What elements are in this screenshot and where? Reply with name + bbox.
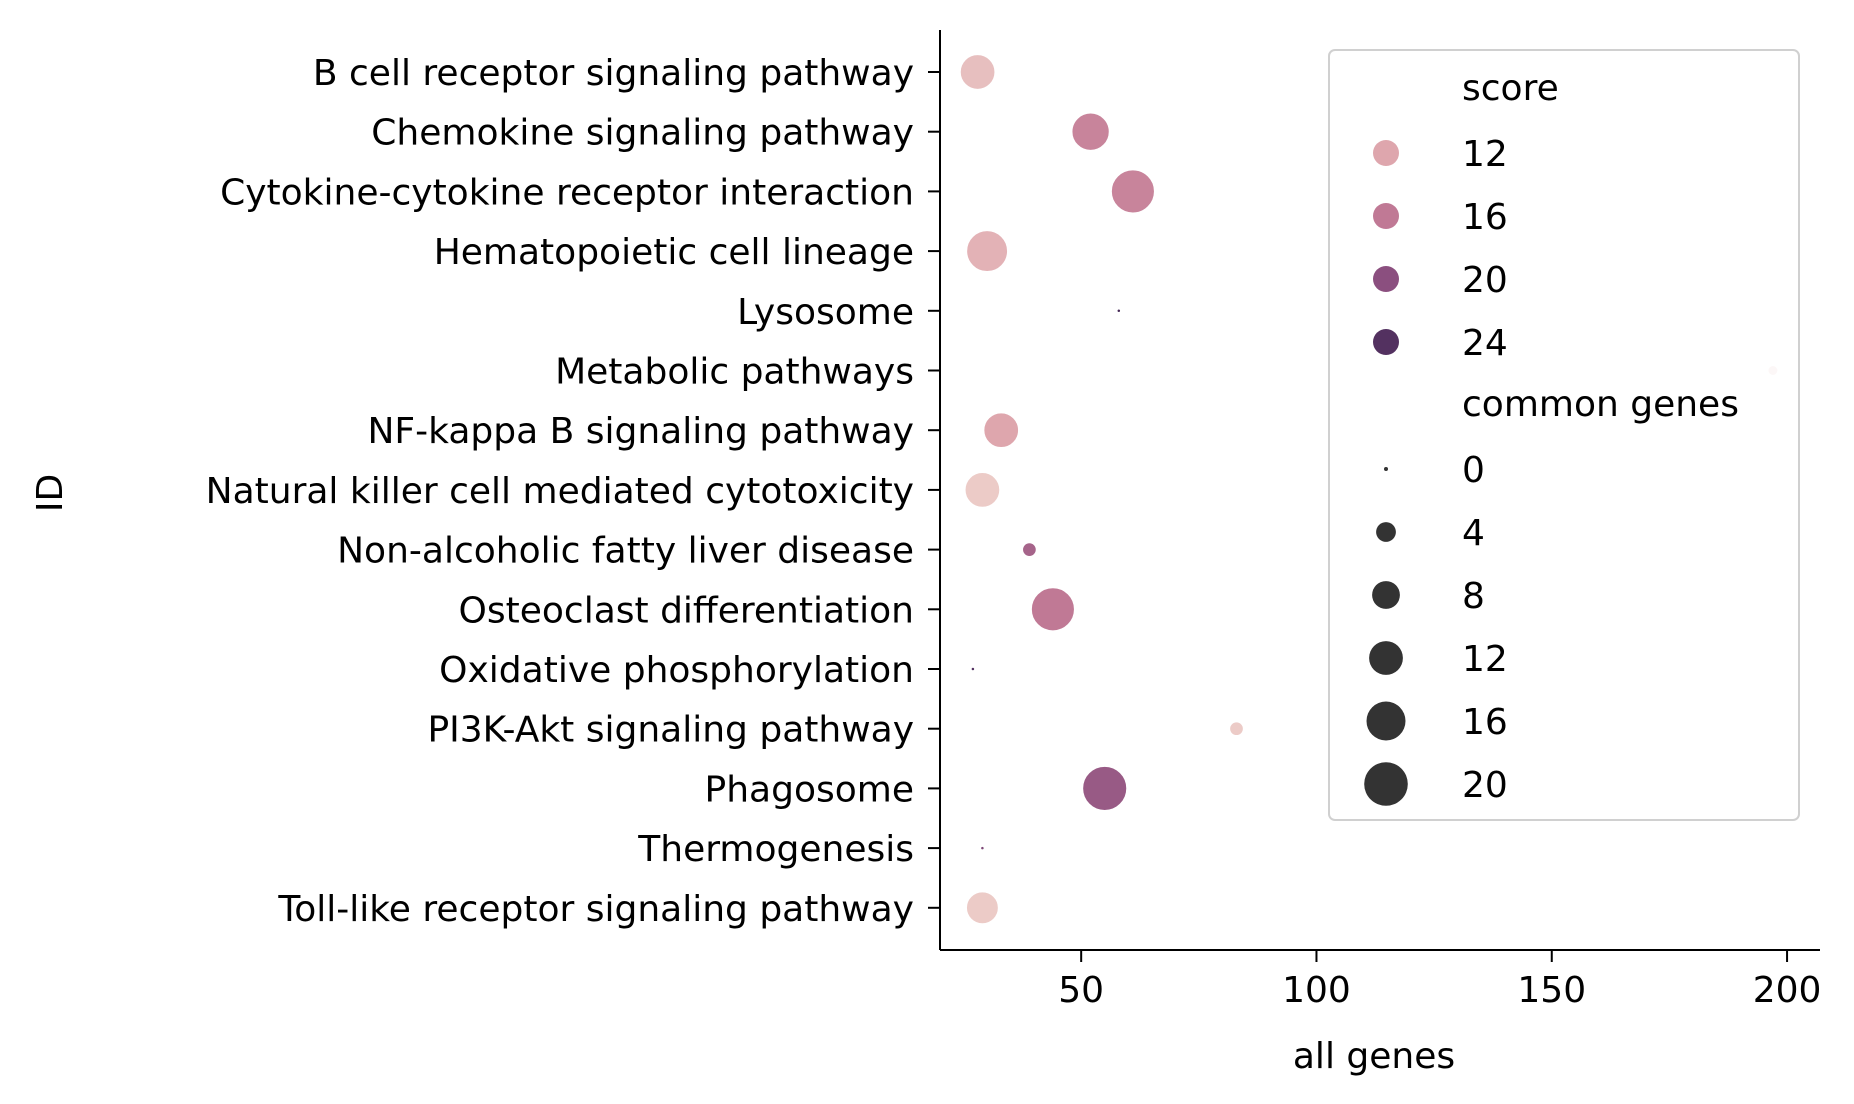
data-point bbox=[965, 890, 1000, 925]
data-point bbox=[1110, 168, 1156, 214]
data-point bbox=[1228, 720, 1245, 737]
legend-size-label: 0 bbox=[1462, 450, 1485, 491]
legend-size-label: 8 bbox=[1462, 576, 1485, 617]
data-point bbox=[1070, 112, 1111, 152]
legend-size-marker bbox=[1366, 701, 1406, 741]
legend-score-label: 16 bbox=[1462, 197, 1508, 238]
legend-score-marker bbox=[1373, 203, 1399, 229]
legend-score-label: 12 bbox=[1462, 134, 1508, 175]
legend-size-marker bbox=[1364, 762, 1408, 806]
y-tick-label: Natural killer cell mediated cytotoxicit… bbox=[206, 471, 914, 512]
data-point bbox=[964, 471, 1001, 509]
y-tick-label: Hematopoietic cell lineage bbox=[434, 232, 914, 273]
x-axis-label: all genes bbox=[1293, 1036, 1455, 1077]
legend-score-marker bbox=[1373, 329, 1399, 355]
legend-size-label: 12 bbox=[1462, 639, 1508, 680]
y-axis-label: ID bbox=[30, 474, 71, 512]
legend-size-marker bbox=[1372, 581, 1400, 609]
legend: score 12 16 20 24 common genes 0 4 8 12 16 20 bbox=[1328, 49, 1800, 821]
x-tick-label: 100 bbox=[1282, 970, 1351, 1011]
y-tick-label: PI3K-Akt signaling pathway bbox=[427, 710, 914, 751]
data-point bbox=[979, 845, 986, 851]
legend-score-label: 24 bbox=[1462, 323, 1508, 364]
data-point bbox=[982, 411, 1020, 449]
legend-size-marker bbox=[1376, 522, 1396, 542]
data-point bbox=[1116, 308, 1122, 314]
y-tick-label: NF-kappa B signaling pathway bbox=[367, 411, 914, 452]
y-tick-label: Metabolic pathways bbox=[555, 352, 914, 393]
y-tick-label: Osteoclast differentiation bbox=[459, 590, 914, 631]
legend-size-title: common genes bbox=[1462, 384, 1739, 425]
y-tick-label: Cytokine-cytokine receptor interaction bbox=[220, 172, 914, 213]
y-tick-label: Toll-like receptor signaling pathway bbox=[277, 889, 914, 930]
y-tick-label: Lysosome bbox=[737, 292, 914, 333]
legend-size-marker bbox=[1369, 641, 1403, 675]
x-tick-label: 200 bbox=[1753, 970, 1822, 1011]
data-points bbox=[959, 53, 1779, 925]
x-tick-group: 50 100 150 200 bbox=[1058, 950, 1821, 1011]
y-tick-label: Oxidative phosphorylation bbox=[439, 650, 914, 691]
y-tick-label: Non-alcoholic fatty liver disease bbox=[337, 531, 914, 572]
legend-size-marker bbox=[1384, 467, 1388, 471]
y-tick-label: Phagosome bbox=[705, 769, 914, 810]
legend-score-title: score bbox=[1462, 68, 1559, 109]
legend-size-label: 16 bbox=[1462, 702, 1508, 743]
data-point bbox=[970, 666, 976, 672]
y-tick-group: B cell receptor signaling pathway Chemoki… bbox=[206, 53, 940, 930]
data-point bbox=[1030, 586, 1076, 632]
legend-score-marker bbox=[1373, 140, 1399, 166]
data-point bbox=[1021, 541, 1038, 558]
x-tick-label: 50 bbox=[1058, 970, 1104, 1011]
data-point bbox=[959, 53, 996, 91]
data-point bbox=[965, 229, 1009, 273]
legend-frame bbox=[1328, 49, 1800, 821]
data-point bbox=[1081, 765, 1128, 812]
x-tick-label: 150 bbox=[1517, 970, 1586, 1011]
y-tick-label: Thermogenesis bbox=[637, 829, 914, 870]
y-tick-label: Chemokine signaling pathway bbox=[371, 113, 914, 154]
legend-score-marker bbox=[1373, 266, 1399, 292]
legend-size-label: 4 bbox=[1462, 513, 1485, 554]
legend-size-label: 20 bbox=[1462, 765, 1508, 806]
y-tick-label: B cell receptor signaling pathway bbox=[313, 53, 914, 94]
legend-score-label: 20 bbox=[1462, 260, 1508, 301]
